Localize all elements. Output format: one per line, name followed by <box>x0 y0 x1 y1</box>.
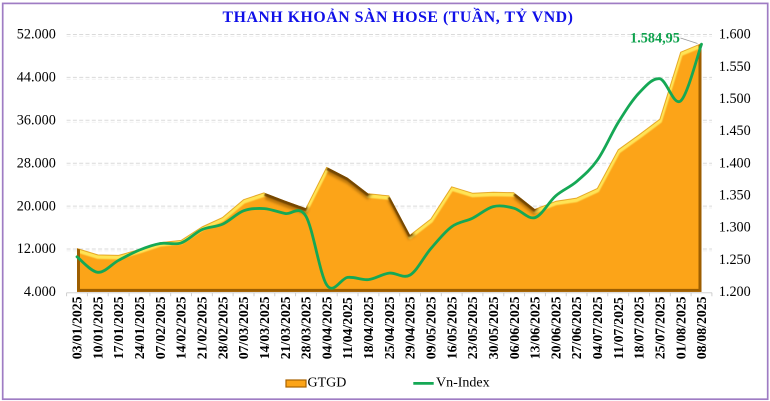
svg-text:04/07/2025: 04/07/2025 <box>590 296 605 359</box>
svg-text:20.000: 20.000 <box>17 198 56 214</box>
svg-text:1.200: 1.200 <box>719 284 751 300</box>
svg-text:04/04/2025: 04/04/2025 <box>319 296 334 359</box>
svg-text:18/07/2025: 18/07/2025 <box>632 296 647 359</box>
svg-text:36.000: 36.000 <box>17 113 56 129</box>
svg-text:28/02/2025: 28/02/2025 <box>215 296 230 359</box>
svg-text:14/03/2025: 14/03/2025 <box>257 296 272 359</box>
svg-text:1.350: 1.350 <box>719 188 751 204</box>
svg-text:21/02/2025: 21/02/2025 <box>195 296 210 359</box>
svg-text:GTGD: GTGD <box>308 376 347 391</box>
svg-text:1.600: 1.600 <box>719 27 751 43</box>
svg-text:23/05/2025: 23/05/2025 <box>465 296 480 359</box>
svg-text:1.500: 1.500 <box>719 91 751 107</box>
svg-text:52.000: 52.000 <box>17 27 56 43</box>
svg-text:20/06/2025: 20/06/2025 <box>548 296 563 359</box>
svg-text:1.584,95: 1.584,95 <box>630 31 680 47</box>
svg-text:03/01/2025: 03/01/2025 <box>70 296 85 359</box>
svg-text:14/02/2025: 14/02/2025 <box>174 296 189 359</box>
svg-text:11/07/2025: 11/07/2025 <box>611 297 626 359</box>
svg-text:12.000: 12.000 <box>17 241 56 257</box>
svg-text:30/05/2025: 30/05/2025 <box>486 296 501 359</box>
svg-text:1.300: 1.300 <box>719 220 751 236</box>
svg-text:25/04/2025: 25/04/2025 <box>382 296 397 359</box>
svg-text:07/03/2025: 07/03/2025 <box>236 296 251 359</box>
svg-text:1.250: 1.250 <box>719 252 751 268</box>
svg-text:06/06/2025: 06/06/2025 <box>507 296 522 359</box>
svg-text:THANH KHOẢN SÀN HOSE (TUẦN, TỶ: THANH KHOẢN SÀN HOSE (TUẦN, TỶ VND) <box>223 7 574 26</box>
svg-text:10/01/2025: 10/01/2025 <box>90 296 105 359</box>
svg-text:01/08/2025: 01/08/2025 <box>673 296 688 359</box>
svg-text:13/06/2025: 13/06/2025 <box>528 296 543 359</box>
svg-text:28.000: 28.000 <box>17 155 56 171</box>
svg-text:08/08/2025: 08/08/2025 <box>694 296 709 359</box>
svg-text:17/01/2025: 17/01/2025 <box>111 296 126 359</box>
svg-text:1.400: 1.400 <box>719 155 751 171</box>
svg-text:09/05/2025: 09/05/2025 <box>424 296 439 359</box>
svg-text:28/03/2025: 28/03/2025 <box>299 296 314 359</box>
svg-text:16/05/2025: 16/05/2025 <box>444 296 459 359</box>
svg-text:07/02/2025: 07/02/2025 <box>153 296 168 359</box>
svg-text:1.450: 1.450 <box>719 123 751 139</box>
svg-text:4.000: 4.000 <box>24 284 56 300</box>
svg-text:44.000: 44.000 <box>17 70 56 86</box>
svg-text:18/04/2025: 18/04/2025 <box>361 296 376 359</box>
svg-text:21/03/2025: 21/03/2025 <box>278 296 293 359</box>
svg-text:11/04/2025: 11/04/2025 <box>340 297 355 359</box>
svg-text:27/06/2025: 27/06/2025 <box>569 296 584 359</box>
svg-text:25/07/2025: 25/07/2025 <box>653 296 668 359</box>
svg-text:24/01/2025: 24/01/2025 <box>132 296 147 359</box>
svg-text:1.550: 1.550 <box>719 59 751 75</box>
svg-text:29/04/2025: 29/04/2025 <box>403 296 418 359</box>
svg-text:Vn-Index: Vn-Index <box>436 376 490 391</box>
